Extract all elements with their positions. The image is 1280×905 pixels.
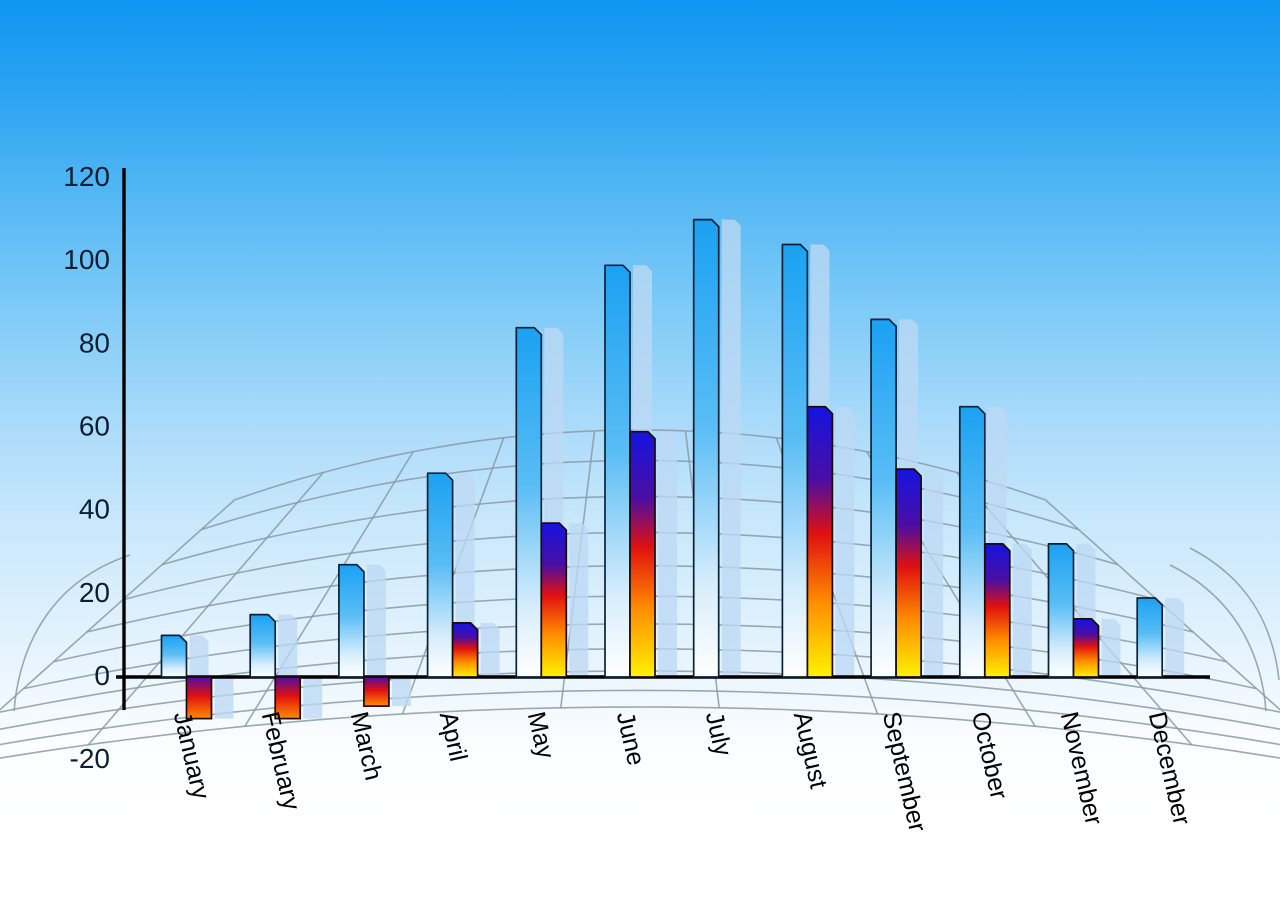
svg-text:120: 120 [63,161,110,192]
svg-text:-20: -20 [70,743,110,774]
svg-text:20: 20 [79,577,110,608]
svg-text:40: 40 [79,494,110,525]
svg-text:0: 0 [94,660,110,691]
svg-text:80: 80 [79,327,110,358]
svg-text:60: 60 [79,411,110,442]
svg-text:100: 100 [63,244,110,275]
